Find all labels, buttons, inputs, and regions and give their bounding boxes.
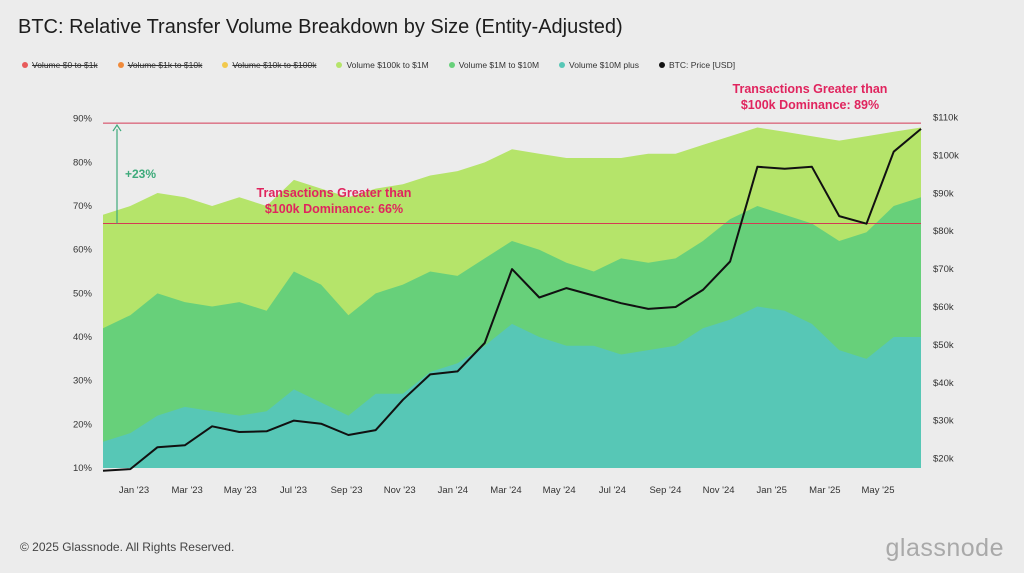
x-tick-label: May '23 — [224, 485, 257, 496]
legend-dot-icon — [448, 62, 455, 68]
y-right-tick-label: $20k — [933, 454, 954, 465]
price-line — [102, 128, 922, 472]
y-left-tick-label: 50% — [73, 288, 93, 299]
x-tick-label: Nov '23 — [384, 485, 416, 496]
y-left-tick-label: 90% — [73, 114, 93, 125]
x-tick-label: May '25 — [862, 485, 895, 496]
x-tick-label: Sep '24 — [649, 485, 681, 496]
legend-label: Volume $0 to $1k — [32, 60, 98, 70]
x-tick-label: Mar '23 — [171, 485, 202, 496]
legend-label: Volume $1k to $10k — [127, 60, 203, 70]
annotation-dominance-66: Transactions Greater than — [257, 186, 412, 200]
chart: +23% Transactions Greater than $100k Domin… — [73, 82, 959, 496]
legend-label: Volume $10k to $100k — [232, 60, 317, 70]
legend-label: Volume $1M to $10M — [458, 60, 540, 70]
y-left-tick-label: 40% — [73, 332, 93, 343]
legend-dot-icon — [559, 62, 566, 68]
legend-dot-icon — [222, 62, 229, 68]
legend-dot-icon — [658, 62, 665, 68]
increase-arrow-head-icon — [112, 124, 122, 132]
y-left-tick-label: 20% — [73, 419, 93, 430]
y-right-tick-label: $40k — [933, 378, 954, 389]
x-tick-label: Jan '24 — [438, 485, 468, 496]
y-right-tick-label: $80k — [933, 226, 954, 237]
y-right-tick-label: $90k — [933, 188, 954, 199]
x-tick-label: Nov '24 — [703, 485, 735, 496]
y-left-tick-label: 10% — [73, 463, 93, 474]
annotation-dominance-89: Transactions Greater than — [733, 82, 888, 96]
y-right-tick-label: $70k — [933, 264, 954, 275]
x-tick-label: Mar '24 — [490, 485, 521, 496]
legend-item[interactable]: BTC: Price [USD] — [658, 60, 736, 70]
y-right-tick-label: $100k — [933, 150, 959, 161]
y-left-tick-label: 60% — [73, 245, 93, 256]
y-left-tick-label: 30% — [73, 376, 93, 387]
y-right-tick-label: $110k — [933, 113, 958, 124]
legend-item[interactable]: Volume $100k to $1M — [336, 60, 429, 70]
legend-item[interactable]: Volume $10M plus — [559, 60, 639, 70]
legend-label: Volume $100k to $1M — [346, 60, 429, 70]
legend-item[interactable]: Volume $1k to $10k — [117, 60, 203, 70]
increase-label: +23% — [125, 167, 156, 181]
x-tick-label: Jan '25 — [757, 485, 787, 496]
brand-logo: glassnode — [885, 534, 1004, 562]
annotation-dominance-89: $100k Dominance: 89% — [741, 98, 879, 112]
x-tick-label: Jan '23 — [119, 485, 149, 496]
y-left-tick-label: 70% — [73, 201, 93, 212]
y-left-tick-label: 80% — [73, 157, 93, 168]
legend-dot-icon — [22, 62, 28, 68]
area-10m-plus — [103, 306, 921, 468]
x-tick-label: Mar '25 — [809, 485, 840, 496]
y-right-tick-label: $60k — [933, 302, 954, 313]
x-tick-label: Jul '23 — [280, 485, 307, 496]
legend-item[interactable]: Volume $0 to $1k — [22, 60, 98, 70]
legend-item[interactable]: Volume $10k to $100k — [222, 60, 316, 70]
legend: Volume $0 to $1k Volume $1k to $10k Volume… — [22, 60, 755, 70]
x-tick-label: Jul '24 — [599, 485, 626, 496]
x-tick-label: May '24 — [543, 485, 576, 496]
y-right-tick-label: $50k — [933, 340, 954, 351]
copyright-footer: © 2025 Glassnode. All Rights Reserved. — [20, 540, 235, 554]
legend-label: Volume $10M plus — [569, 60, 639, 70]
legend-dot-icon — [117, 62, 124, 68]
annotation-dominance-66: $100k Dominance: 66% — [265, 202, 403, 216]
page-title: BTC: Relative Transfer Volume Breakdown … — [18, 16, 623, 38]
legend-dot-icon — [336, 62, 343, 68]
y-right-tick-label: $30k — [933, 416, 954, 427]
legend-item[interactable]: Volume $1M to $10M — [448, 60, 540, 70]
legend-label: BTC: Price [USD] — [668, 60, 736, 70]
x-tick-label: Sep '23 — [331, 485, 363, 496]
